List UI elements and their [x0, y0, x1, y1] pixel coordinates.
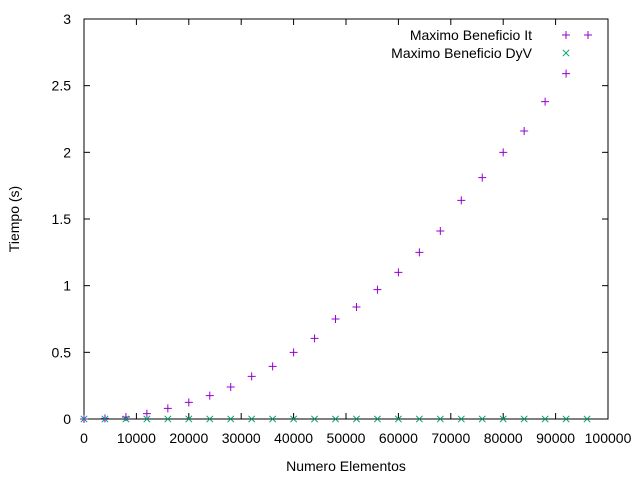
data-point	[457, 415, 465, 423]
series-2	[80, 415, 591, 423]
data-point	[499, 415, 507, 423]
y-tick-label: 1	[63, 278, 71, 294]
x-tick-label: 90000	[536, 430, 575, 446]
data-point	[373, 415, 381, 423]
data-point	[142, 409, 151, 418]
data-point	[205, 391, 214, 400]
x-tick-label: 70000	[431, 430, 470, 446]
x-tick-label: 60000	[379, 430, 418, 446]
data-point	[80, 415, 88, 423]
data-point	[310, 334, 319, 343]
data-point	[247, 372, 256, 381]
data-point	[289, 348, 298, 357]
data-point	[373, 285, 382, 294]
data-point	[143, 415, 151, 423]
data-point	[436, 227, 445, 235]
data-point	[331, 315, 340, 323]
legend: Maximo Beneficio It Maximo Beneficio DyV	[391, 27, 592, 61]
data-point	[269, 415, 277, 423]
x-axis-label: Numero Elementos	[286, 458, 406, 474]
y-tick-label: 1.5	[52, 211, 72, 227]
data-point	[457, 196, 466, 205]
legend-label: Maximo Beneficio DyV	[391, 45, 532, 61]
plot-frame	[83, 18, 609, 420]
data-point	[184, 398, 193, 407]
data-point	[415, 248, 424, 257]
y-axis-ticks: 0 0.5 1 1.5 2 2.5 3	[52, 11, 608, 427]
data-point	[121, 413, 130, 421]
data-point	[562, 415, 570, 423]
data-point	[394, 415, 402, 423]
y-tick-label: 0	[63, 411, 71, 427]
data-point	[478, 415, 486, 423]
y-tick-label: 2	[63, 144, 71, 160]
data-point	[352, 303, 361, 311]
data-point	[478, 173, 487, 182]
x-tick-label: 100000	[585, 430, 632, 446]
legend-marker	[584, 31, 592, 39]
series-layer	[80, 69, 591, 423]
data-point	[206, 415, 214, 423]
data-point	[122, 415, 130, 423]
x-tick-label: 0	[80, 430, 88, 446]
data-point	[311, 415, 319, 423]
data-point	[415, 415, 423, 423]
x-tick-label: 40000	[274, 430, 313, 446]
data-point	[499, 148, 508, 157]
y-tick-label: 2.5	[52, 78, 72, 94]
series-1	[80, 69, 571, 423]
data-point	[226, 383, 235, 391]
data-point	[583, 415, 591, 423]
data-point	[227, 415, 235, 423]
data-point	[436, 415, 444, 423]
y-tick-label: 3	[63, 11, 71, 27]
y-axis-label: Tiempo (s)	[6, 186, 22, 252]
data-point	[520, 127, 529, 135]
data-point	[268, 362, 277, 371]
legend-marker	[562, 49, 570, 57]
x-tick-label: 80000	[484, 430, 523, 446]
data-point	[185, 415, 193, 423]
x-tick-label: 50000	[327, 430, 366, 446]
data-point	[101, 415, 109, 423]
data-point	[331, 415, 340, 423]
data-point	[163, 404, 172, 413]
data-point	[164, 415, 172, 423]
x-tick-label: 20000	[169, 430, 208, 446]
data-point	[562, 69, 571, 78]
data-point	[352, 415, 361, 423]
legend-marker	[562, 31, 570, 39]
data-point	[248, 415, 256, 423]
x-axis-ticks: 0 10000 20000 30000 40000 50000 60000 70000 8000…	[80, 19, 632, 446]
data-point	[541, 415, 549, 423]
legend-label: Maximo Beneficio It	[410, 27, 532, 43]
data-point	[394, 268, 403, 277]
data-point	[290, 415, 298, 423]
y-tick-label: 0.5	[52, 344, 72, 360]
x-tick-label: 10000	[117, 430, 156, 446]
data-point	[520, 415, 528, 423]
data-point	[541, 97, 550, 106]
x-tick-label: 30000	[222, 430, 261, 446]
